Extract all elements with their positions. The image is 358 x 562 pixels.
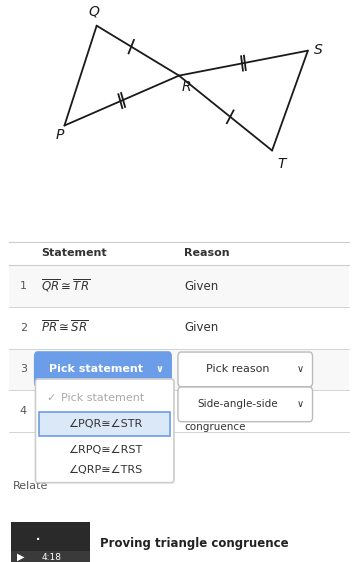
Text: $\mathit{Q}$: $\mathit{Q}$ — [88, 4, 100, 19]
Text: Pick statement: Pick statement — [49, 364, 144, 374]
Bar — [9, 265, 349, 307]
Text: Reason: Reason — [184, 247, 230, 257]
Text: Pick reason: Pick reason — [206, 364, 269, 374]
Text: Statement: Statement — [41, 247, 107, 257]
Text: congruence: congruence — [184, 422, 246, 432]
Text: 4:18: 4:18 — [42, 552, 62, 561]
Text: ∨: ∨ — [297, 364, 304, 374]
Text: ·: · — [35, 532, 42, 550]
Text: $\mathit{R}$: $\mathit{R}$ — [181, 80, 191, 94]
Text: ✓: ✓ — [47, 393, 56, 403]
Text: Proving triangle congruence: Proving triangle congruence — [100, 537, 289, 550]
Text: ∠QRP≅∠TRS: ∠QRP≅∠TRS — [68, 465, 142, 475]
FancyBboxPatch shape — [35, 379, 174, 483]
Text: Given: Given — [184, 280, 219, 293]
FancyBboxPatch shape — [178, 352, 313, 387]
Text: ∠PQR≅∠STR: ∠PQR≅∠STR — [68, 419, 142, 429]
Text: $\overline{PR} \cong \overline{SR}$: $\overline{PR} \cong \overline{SR}$ — [41, 320, 88, 336]
Bar — [39, 412, 170, 436]
Bar — [11, 551, 90, 562]
Text: ▶: ▶ — [17, 552, 25, 562]
Bar — [9, 390, 349, 432]
Text: $\mathit{P}$: $\mathit{P}$ — [55, 128, 66, 142]
Text: 3: 3 — [20, 364, 27, 374]
Text: Relate: Relate — [13, 481, 48, 491]
Bar — [9, 348, 349, 390]
Text: Pick statement: Pick statement — [52, 401, 135, 410]
FancyBboxPatch shape — [178, 387, 313, 422]
Text: $\mathit{T}$: $\mathit{T}$ — [277, 157, 289, 171]
Text: ∨: ∨ — [297, 400, 304, 409]
Text: 2: 2 — [20, 323, 27, 333]
Bar — [11, 522, 90, 562]
Bar — [9, 307, 349, 348]
Text: 1: 1 — [20, 281, 27, 291]
Text: 4: 4 — [20, 406, 27, 416]
Text: Side-angle-side: Side-angle-side — [197, 400, 278, 409]
Text: $\mathit{S}$: $\mathit{S}$ — [313, 43, 324, 57]
Text: Given: Given — [184, 321, 219, 334]
Text: ∠RPQ≅∠RST: ∠RPQ≅∠RST — [68, 445, 142, 455]
Text: Pick statement: Pick statement — [61, 393, 144, 403]
Text: ∨: ∨ — [155, 364, 163, 374]
Text: $\overline{QR} \cong \overline{TR}$: $\overline{QR} \cong \overline{TR}$ — [41, 278, 90, 294]
FancyBboxPatch shape — [35, 352, 171, 387]
